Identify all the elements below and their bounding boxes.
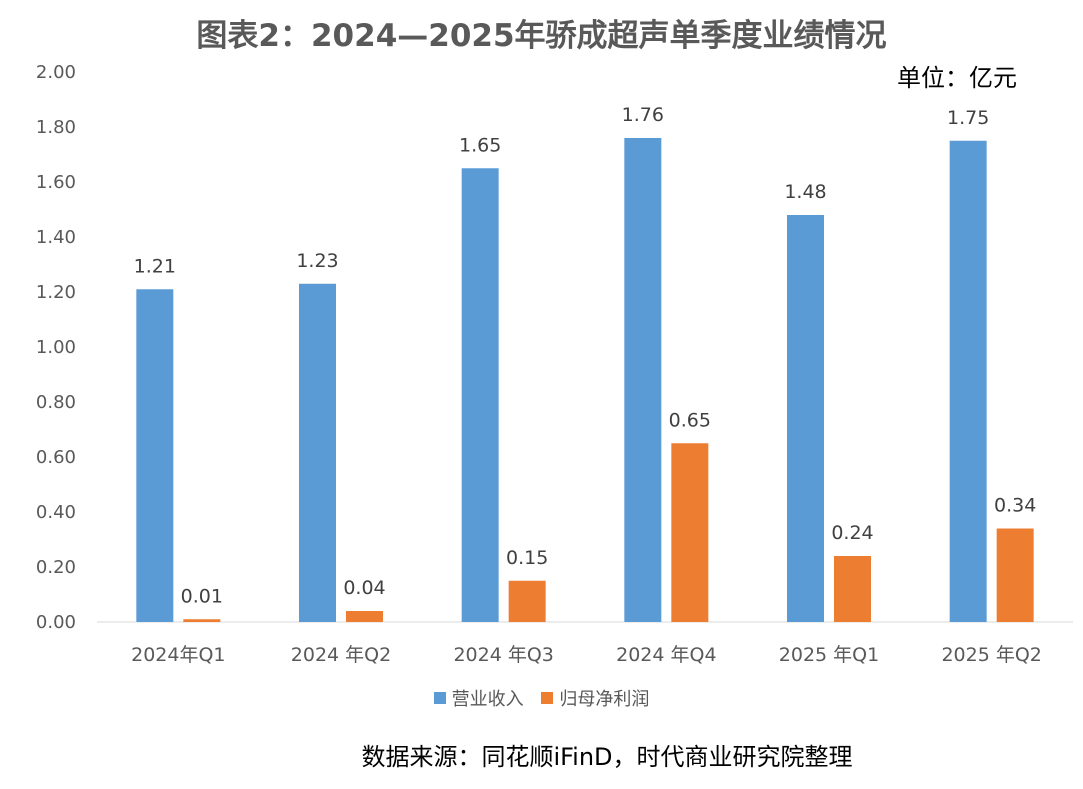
x-tick-label: 2024 年Q2 bbox=[291, 644, 391, 666]
data-label-net-profit: 0.04 bbox=[343, 577, 385, 599]
y-tick-label: 1.00 bbox=[36, 337, 76, 358]
y-tick-label: 1.40 bbox=[36, 227, 76, 248]
y-tick-label: 0.40 bbox=[36, 502, 76, 523]
data-label-net-profit: 0.01 bbox=[181, 585, 223, 607]
y-tick-label: 1.20 bbox=[36, 282, 76, 303]
bar-net-profit bbox=[996, 528, 1034, 622]
legend: 营业收入 归母净利润 bbox=[0, 685, 1083, 711]
legend-label-net-profit: 归母净利润 bbox=[559, 689, 650, 710]
data-label-net-profit: 0.34 bbox=[994, 495, 1036, 517]
bar-net-profit bbox=[183, 619, 221, 622]
y-tick-label: 0.80 bbox=[36, 392, 76, 413]
data-label-revenue: 1.65 bbox=[459, 134, 501, 156]
bar-net-profit bbox=[346, 611, 383, 622]
data-label-net-profit: 0.65 bbox=[669, 409, 711, 431]
y-tick-label: 1.60 bbox=[36, 172, 76, 193]
unit-label: 单位：亿元 bbox=[897, 64, 1017, 92]
data-label-revenue: 1.75 bbox=[947, 107, 989, 129]
data-label-net-profit: 0.24 bbox=[831, 522, 873, 544]
y-tick-label: 1.80 bbox=[36, 117, 76, 138]
bar-revenue bbox=[136, 289, 174, 622]
x-tick-label: 2024 年Q3 bbox=[453, 644, 553, 666]
bar-net-profit bbox=[671, 443, 709, 622]
legend-label-revenue: 营业收入 bbox=[451, 689, 524, 710]
bar-net-profit bbox=[508, 580, 546, 622]
chart-title: 图表2：2024—2025年骄成超声单季度业绩情况 bbox=[196, 18, 887, 54]
legend-swatch-net-profit bbox=[541, 692, 554, 704]
legend-item-revenue: 营业收入 bbox=[433, 685, 524, 711]
bar-revenue bbox=[299, 283, 336, 622]
x-tick-label: 2024年Q1 bbox=[131, 644, 225, 666]
y-tick-label: 0.20 bbox=[36, 557, 76, 578]
bar-net-profit bbox=[834, 556, 871, 622]
data-label-revenue: 1.21 bbox=[134, 255, 176, 277]
data-label-net-profit: 0.15 bbox=[506, 547, 548, 569]
data-label-revenue: 1.23 bbox=[296, 250, 338, 272]
legend-swatch-revenue bbox=[433, 692, 446, 704]
y-tick-label: 0.60 bbox=[36, 447, 76, 468]
bar-revenue bbox=[624, 138, 662, 622]
bar-revenue bbox=[787, 215, 824, 622]
x-tick-label: 2025 年Q1 bbox=[779, 644, 879, 666]
data-label-revenue: 1.76 bbox=[622, 104, 664, 126]
bar-revenue bbox=[949, 140, 987, 622]
bar-revenue bbox=[461, 168, 499, 622]
x-tick-label: 2025 年Q2 bbox=[941, 644, 1041, 666]
legend-item-net-profit: 归母净利润 bbox=[541, 685, 649, 711]
source-note: 数据来源：同花顺iFinD，时代商业研究院整理 bbox=[361, 743, 853, 771]
x-tick-label: 2024 年Q4 bbox=[616, 644, 716, 666]
data-label-revenue: 1.48 bbox=[784, 181, 826, 203]
y-tick-label: 2.00 bbox=[36, 62, 76, 83]
y-tick-label: 0.00 bbox=[36, 612, 76, 633]
